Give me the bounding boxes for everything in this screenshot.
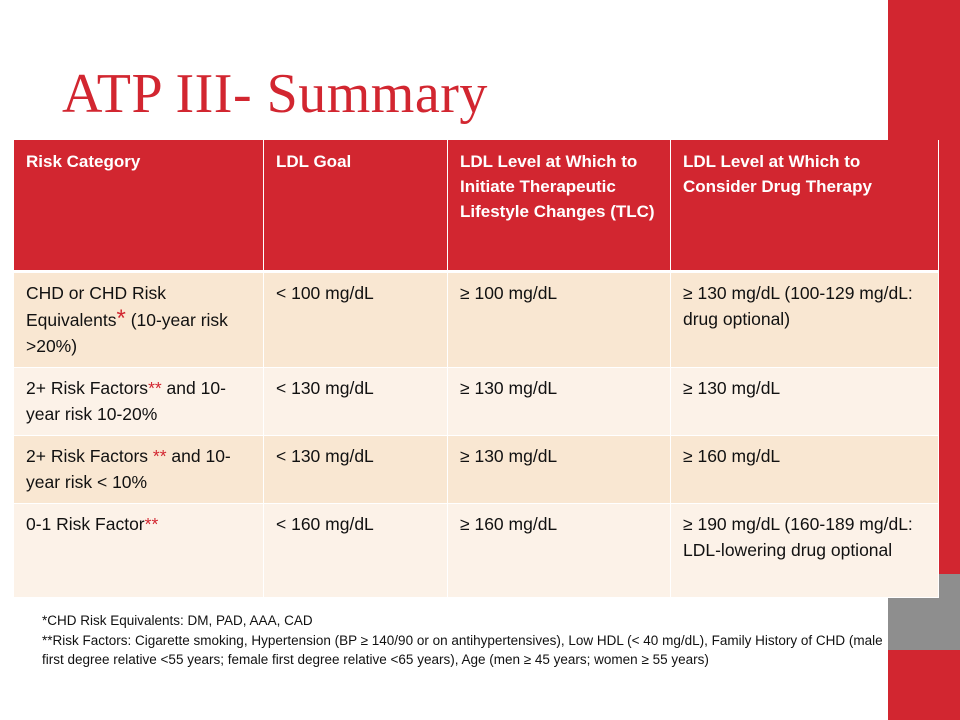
table-row: 2+ Risk Factors ** and 10-year risk < 10… [13,435,939,504]
atp-summary-table: Risk Category LDL Goal LDL Level at Whic… [13,140,939,598]
drug-level-cell: ≥ 160 mg/dL [670,435,939,504]
risk-category-cell: 0-1 Risk Factor** [13,503,264,598]
risk-category-text: 2+ Risk Factors [26,445,153,466]
drug-level-cell: ≥ 130 mg/dL (100-129 mg/dL: drug optiona… [670,271,939,368]
ldl-goal-cell: < 130 mg/dL [263,367,448,436]
tlc-level-cell: ≥ 160 mg/dL [447,503,671,598]
ldl-goal-cell: < 160 mg/dL [263,503,448,598]
risk-category-text: 0-1 Risk Factor [26,513,145,534]
drug-level-cell: ≥ 130 mg/dL [670,367,939,436]
risk-category-text: CHD or CHD Risk Equivalents [26,282,166,330]
header-risk-category: Risk Category [13,140,264,273]
risk-category-text: 2+ Risk Factors [26,377,149,398]
ldl-goal-cell: < 100 mg/dL [263,271,448,368]
table-row: 2+ Risk Factors** and 10-year risk 10-20… [13,367,939,436]
footnote-risk-factors: **Risk Factors: Cigarette smoking, Hyper… [42,632,883,668]
risk-category-qualifier: and 10-year risk < 10% [26,445,231,492]
risk-category-qualifier: (10-year risk >20%) [26,309,228,356]
slide-title: ATP III- Summary [62,63,488,125]
drug-level-cell: ≥ 190 mg/dL (160-189 mg/dL: LDL-lowering… [670,503,939,598]
header-tlc-level: LDL Level at Which to Initiate Therapeut… [447,140,671,273]
risk-category-cell: 2+ Risk Factors ** and 10-year risk < 10… [13,435,264,504]
table-row: 0-1 Risk Factor** < 160 mg/dL ≥ 160 mg/d… [13,503,939,598]
footnote-chd-equivalents: *CHD Risk Equivalents: DM, PAD, AAA, CAD [42,613,313,628]
table-row: CHD or CHD Risk Equivalents* (10-year ri… [13,271,939,368]
footnote-marker: ** [152,445,167,466]
header-drug-level: LDL Level at Which to Consider Drug Ther… [670,140,939,273]
footnotes: *CHD Risk Equivalents: DM, PAD, AAA, CAD… [42,611,902,670]
table-header-row: Risk Category LDL Goal LDL Level at Whic… [13,140,939,273]
risk-category-qualifier: and 10-year risk 10-20% [26,377,226,424]
risk-category-cell: 2+ Risk Factors** and 10-year risk 10-20… [13,367,264,436]
footnote-marker: ** [148,377,162,398]
footnote-marker: ** [144,513,159,534]
tlc-level-cell: ≥ 130 mg/dL [447,367,671,436]
tlc-level-cell: ≥ 100 mg/dL [447,271,671,368]
ldl-goal-cell: < 130 mg/dL [263,435,448,504]
header-ldl-goal: LDL Goal [263,140,448,273]
footnote-marker: * [116,304,126,332]
tlc-level-cell: ≥ 130 mg/dL [447,435,671,504]
risk-category-cell: CHD or CHD Risk Equivalents* (10-year ri… [13,271,264,368]
